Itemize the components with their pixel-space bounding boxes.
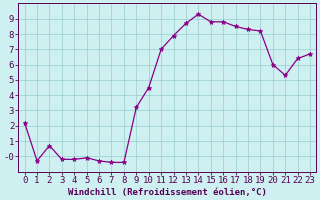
X-axis label: Windchill (Refroidissement éolien,°C): Windchill (Refroidissement éolien,°C) <box>68 188 267 197</box>
